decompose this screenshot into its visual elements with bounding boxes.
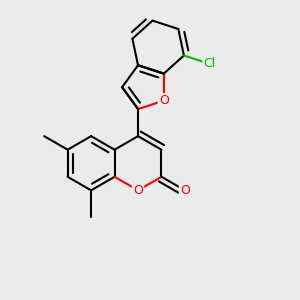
Text: O: O bbox=[133, 184, 143, 197]
Text: Cl: Cl bbox=[204, 57, 216, 70]
Text: O: O bbox=[159, 94, 169, 107]
Text: O: O bbox=[180, 184, 190, 197]
